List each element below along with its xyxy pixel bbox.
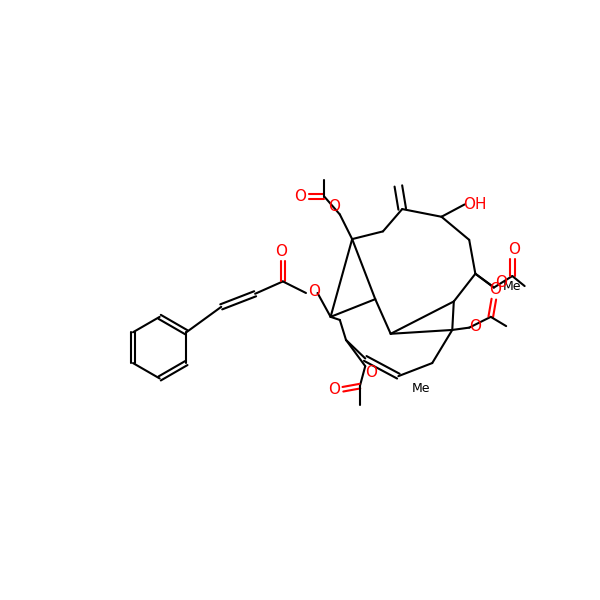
- Text: O: O: [508, 242, 520, 257]
- Text: O: O: [365, 365, 377, 380]
- Text: O: O: [308, 284, 320, 299]
- Text: O: O: [328, 382, 340, 397]
- Text: O: O: [294, 189, 306, 204]
- Text: OH: OH: [464, 197, 487, 212]
- Text: O: O: [275, 244, 287, 259]
- Text: O: O: [490, 283, 502, 298]
- Text: Me: Me: [412, 382, 431, 395]
- Text: O: O: [328, 199, 340, 214]
- Text: Me: Me: [503, 280, 521, 293]
- Text: O: O: [469, 319, 481, 334]
- Text: O: O: [495, 275, 507, 290]
